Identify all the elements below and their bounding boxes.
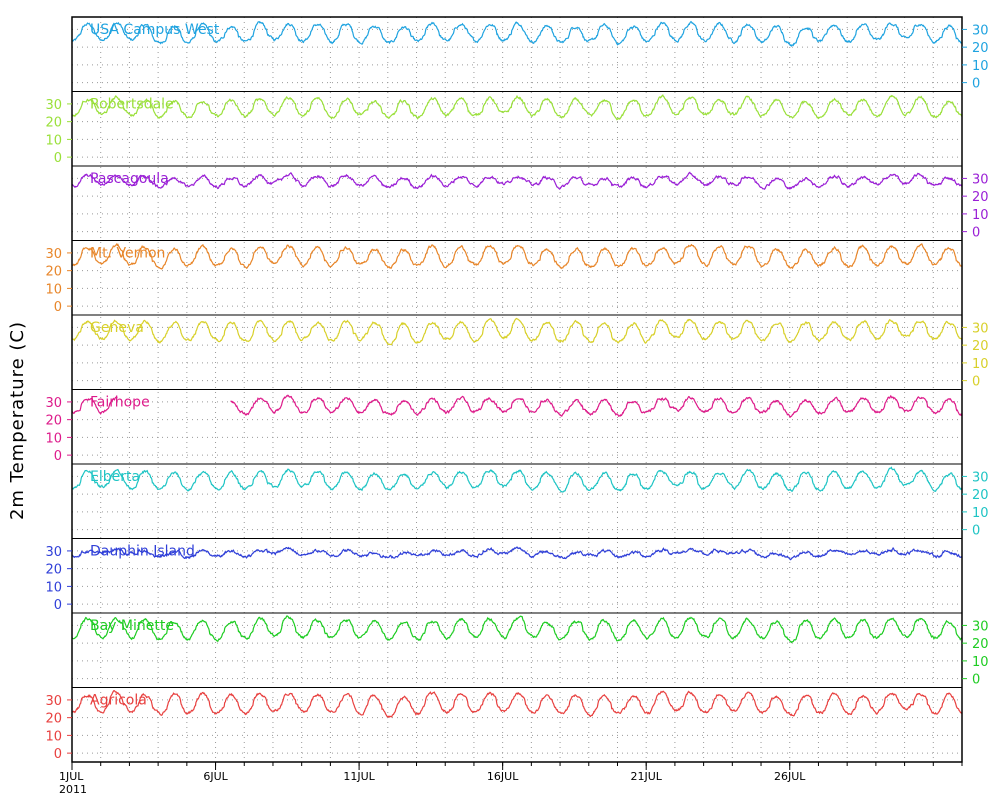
y-tick-label: 30 (45, 545, 62, 560)
x-tick-label: 21JUL (630, 770, 662, 783)
plot-frame (71, 16, 963, 763)
y-tick-label: 20 (45, 414, 62, 429)
y-tick-label: 0 (972, 673, 980, 688)
y-axis-title: 2m Temperature (C) (6, 300, 30, 540)
y-tick-label: 20 (45, 116, 62, 131)
y-tick-label: 20 (45, 265, 62, 280)
series-label: Elberta (90, 469, 140, 485)
y-tick-label: 30 (972, 321, 989, 336)
y-tick-label: 0 (54, 449, 62, 464)
y-tick-label: 0 (54, 598, 62, 613)
series-line (71, 396, 118, 415)
y-tick-label: 20 (972, 339, 989, 354)
y-tick-label: 10 (972, 208, 989, 223)
y-tick-label: 20 (972, 488, 989, 503)
y-tick-label: 30 (972, 619, 989, 634)
y-tick-label: 30 (45, 247, 62, 262)
y-tick-label: 30 (45, 694, 62, 709)
y-tick-label: 30 (45, 396, 62, 411)
series-label: Fairhope (90, 395, 150, 411)
y-tick-label: 0 (54, 300, 62, 315)
y-tick-label: 30 (972, 23, 989, 38)
y-tick-label: 10 (45, 729, 62, 744)
series-label: Mt. Vernon (90, 246, 165, 262)
y-tick-label: 20 (45, 563, 62, 578)
y-tick-label: 10 (45, 282, 62, 297)
axis-layer: 0 10 20 30 0 10 20 30 0 10 20 30 0 10 20 30 0 10 20 30 0 10 20… (45, 23, 988, 796)
y-tick-label: 10 (972, 357, 989, 372)
y-tick-label: 10 (45, 580, 62, 595)
series-label: Bay Minette (90, 618, 174, 634)
x-year-label: 2011 (59, 783, 87, 796)
series-label: Agricola (90, 693, 147, 709)
y-tick-label: 10 (972, 59, 989, 74)
y-tick-label: 10 (45, 133, 62, 148)
y-tick-label: 20 (972, 190, 989, 205)
series-label: Dauphin Island (90, 544, 195, 560)
series-line (71, 20, 963, 48)
series-label: USA Campus West (90, 22, 220, 38)
x-tick-label: 6JUL (203, 770, 228, 783)
y-tick-label: 0 (972, 77, 980, 92)
series-line (71, 242, 962, 270)
y-tick-label: 0 (54, 151, 62, 166)
series-line (71, 94, 963, 121)
series-line (71, 317, 963, 346)
series-label: Geneva (90, 320, 144, 336)
x-tick-label: 26JUL (774, 770, 806, 783)
grid-layer (72, 17, 962, 762)
series-line (71, 546, 963, 561)
series-line (71, 615, 963, 644)
panel-layer: USA Campus West Robertsdale Pascagoula Mt. … (71, 16, 963, 763)
y-tick-label: 10 (972, 655, 989, 670)
x-tick-label: 16JUL (487, 770, 519, 783)
series-line (71, 466, 963, 493)
y-tick-label: 30 (45, 98, 62, 113)
y-tick-label: 0 (972, 375, 980, 390)
series-layer (71, 20, 963, 719)
series-line (71, 171, 963, 191)
y-axis-title-text: 2m Temperature (C) (7, 320, 29, 520)
series-label: Pascagoula (90, 171, 169, 187)
series-line (230, 394, 963, 418)
y-tick-label: 30 (972, 172, 989, 187)
y-tick-label: 20 (972, 637, 989, 652)
y-tick-label: 20 (45, 712, 62, 727)
y-tick-label: 10 (45, 431, 62, 446)
series-line (71, 690, 963, 719)
y-tick-label: 0 (972, 524, 980, 539)
series-label: Robertsdale (90, 97, 174, 113)
x-tick-label: 11JUL (343, 770, 375, 783)
y-tick-label: 0 (54, 747, 62, 762)
x-tick-label: 1JUL (59, 770, 84, 783)
y-tick-label: 30 (972, 470, 989, 485)
y-tick-label: 10 (972, 506, 989, 521)
y-tick-label: 0 (972, 226, 980, 241)
y-tick-label: 20 (972, 41, 989, 56)
